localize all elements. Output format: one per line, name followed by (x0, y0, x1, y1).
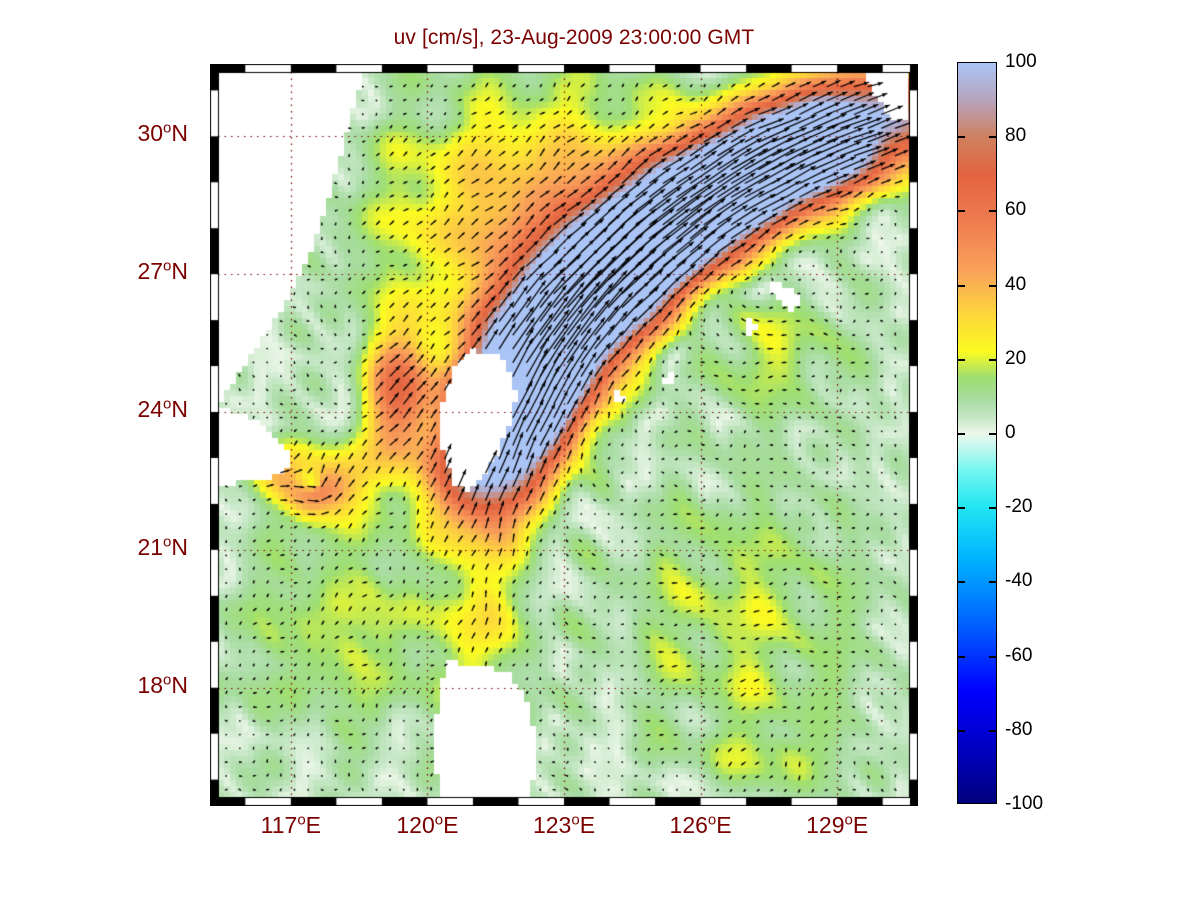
y-tick-label-21n: 21oN (137, 533, 188, 560)
colorbar-tick-label: 20 (1005, 347, 1027, 369)
colorbar-tick-mark (957, 507, 965, 510)
colorbar-tick-mark (989, 210, 997, 213)
colorbar-tick-mark (989, 729, 997, 732)
colorbar-tick-label: -20 (1005, 496, 1033, 518)
checkerboard-axis-frame (210, 64, 918, 806)
x-tick-label-120e: 120oE (396, 811, 459, 838)
colorbar-tick-mark (957, 655, 965, 658)
colorbar-tick-mark (989, 358, 997, 361)
y-tick-label-30n: 30oN (137, 119, 188, 147)
colorbar-ticks: -100 -80 -60 -40 -20 0 20 40 60 80 100 (957, 51, 1043, 814)
x-tick-label-129e: 129oE (806, 811, 869, 838)
colorbar-tick-mark (989, 284, 997, 287)
colorbar-tick-mark (989, 136, 997, 139)
colorbar-tick-mark (957, 210, 965, 213)
colorbar-tick-label: 60 (1005, 199, 1027, 221)
y-tick-label-24n: 24oN (137, 395, 188, 423)
colorbar-tick-mark (989, 655, 997, 658)
colorbar-tick-label: -80 (1005, 718, 1033, 740)
colorbar-tick-mark (957, 433, 965, 435)
colorbar: -100 -80 -60 -40 -20 0 20 40 60 80 100 (957, 51, 1137, 814)
x-tick-label-123e: 123oE (532, 811, 596, 838)
x-tick-label-126e: 126oE (669, 811, 732, 838)
colorbar-tick-label: -40 (1005, 570, 1033, 592)
x-axis-tick-labels: 117oE 120oE 123oE 126oE 129oE (100, 812, 1040, 856)
x-tick-label-117e: 117oE (260, 811, 321, 838)
colorbar-tick-mark (957, 729, 965, 732)
y-tick-label-18n: 18oN (137, 671, 188, 698)
colorbar-tick-mark (989, 433, 997, 435)
colorbar-tick-label: 40 (1005, 273, 1027, 295)
colorbar-tick-mark (989, 507, 997, 510)
y-tick-label-27n: 27oN (137, 257, 188, 285)
colorbar-tick-label: 0 (1005, 422, 1016, 443)
colorbar-tick-mark (957, 581, 965, 584)
colorbar-tick-label: -60 (1005, 644, 1033, 666)
colorbar-tick-label: 80 (1005, 125, 1027, 147)
colorbar-tick-label: -100 (1005, 793, 1044, 814)
colorbar-tick-mark (957, 358, 965, 361)
colorbar-tick-mark (957, 284, 965, 287)
y-axis-tick-labels: 30oN 27oN 24oN 21oN 18oN (0, 64, 202, 806)
colorbar-tick-mark (989, 581, 997, 584)
chart-title: uv [cm/s], 23-Aug-2009 23:00:00 GMT (393, 26, 755, 49)
colorbar-tick-mark (957, 136, 965, 139)
colorbar-tick-label: 100 (1005, 51, 1037, 72)
map-axes (210, 64, 918, 806)
